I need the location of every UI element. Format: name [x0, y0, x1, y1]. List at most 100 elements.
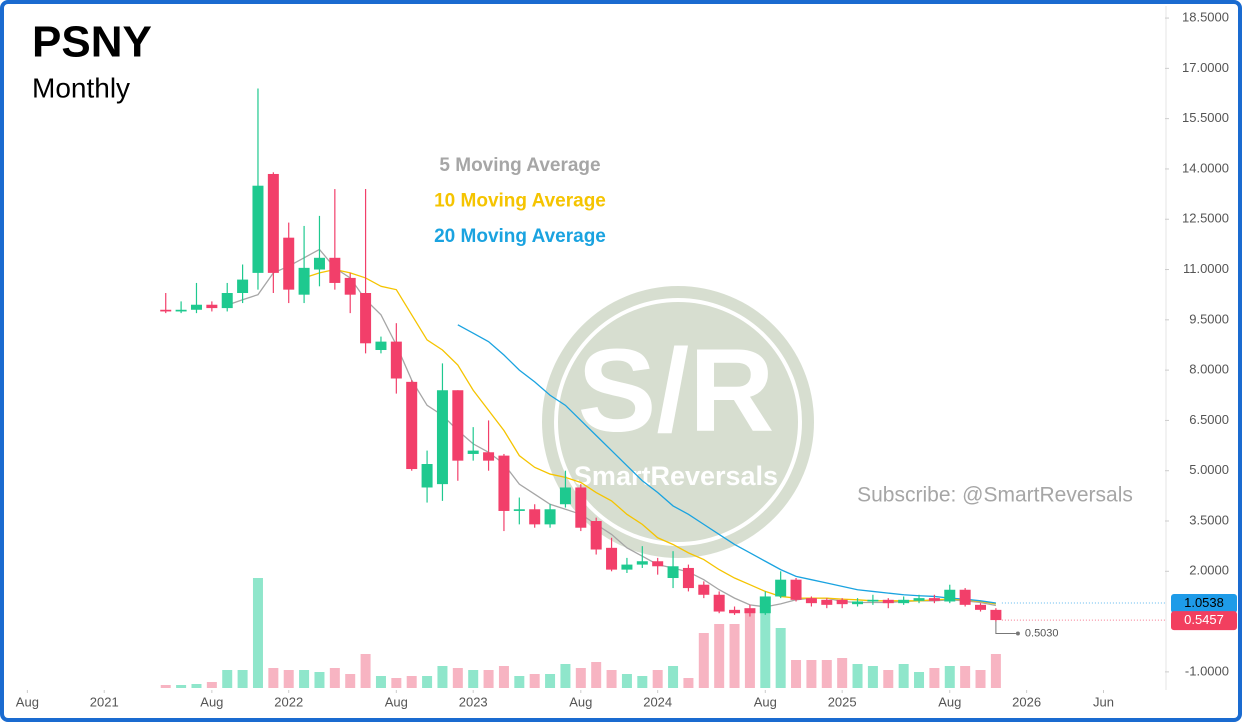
low-marker-line	[995, 621, 1016, 634]
candle-body	[498, 455, 510, 511]
x-tick-label: 2023	[459, 694, 488, 709]
volume-bar	[545, 674, 556, 688]
volume-bar	[744, 610, 755, 688]
candle-body	[190, 304, 202, 310]
candle-body	[652, 561, 664, 567]
candle-body	[944, 589, 956, 602]
candle-body	[975, 604, 987, 610]
x-tick-label: Aug	[385, 694, 408, 709]
volume-bar	[591, 662, 602, 688]
volume-bar	[791, 660, 802, 688]
y-tick-label: 14.0000	[1182, 160, 1229, 175]
x-tick-label: 2021	[90, 694, 119, 709]
watermark: S/R SmartReversals	[542, 286, 814, 558]
volume-bar	[314, 672, 325, 688]
y-tick-label: 15.5000	[1182, 110, 1229, 125]
x-tick-label: Aug	[938, 694, 961, 709]
candle-body	[898, 599, 910, 604]
y-tick-label: 3.5000	[1189, 512, 1229, 527]
volume-bar	[883, 670, 894, 688]
volume-bar	[944, 666, 955, 688]
volume-bar	[652, 670, 663, 688]
candle-body	[913, 598, 925, 601]
y-tick-label: 11.0000	[1183, 261, 1229, 276]
watermark-ring	[554, 298, 802, 546]
volume-bar	[529, 674, 540, 688]
candle-body	[729, 609, 741, 614]
volume-bar	[468, 670, 479, 688]
volume-bar	[960, 666, 971, 688]
y-tick-label: 6.5000	[1189, 412, 1229, 427]
watermark-circle	[542, 286, 814, 558]
volume-bar	[683, 678, 694, 688]
x-tick-label: Aug	[16, 694, 39, 709]
candle-body	[636, 561, 648, 565]
low-marker-label: 0.5030	[1025, 627, 1059, 639]
volume-bar	[914, 672, 925, 688]
volume-bar	[990, 654, 1001, 688]
volume-bar	[760, 598, 771, 688]
price-tag-label: 1.0538	[1184, 595, 1224, 610]
price-tag	[1171, 611, 1237, 631]
candle-body	[698, 584, 710, 595]
candle-body	[990, 609, 1002, 621]
y-tick-label: 18.5000	[1182, 9, 1229, 24]
y-tick-label: 12.5000	[1182, 211, 1229, 226]
x-tick-label: Aug	[754, 694, 777, 709]
x-tick-label: 2025	[828, 694, 857, 709]
candle-body	[928, 598, 940, 601]
volume-bar	[560, 664, 571, 688]
volume-bar	[283, 670, 294, 688]
volume-bar	[191, 684, 202, 688]
candle-body	[590, 521, 602, 550]
y-tick-label: 17.0000	[1182, 60, 1229, 75]
candle-body	[621, 564, 633, 570]
volume-bar	[775, 628, 786, 688]
volume-bar	[268, 668, 279, 688]
candle-body	[744, 608, 756, 614]
candle-body	[175, 309, 187, 312]
volume-bar	[668, 666, 679, 688]
volume-bar	[575, 668, 586, 688]
candle-body	[160, 309, 172, 312]
volume-bar	[852, 664, 863, 688]
candle-body	[682, 567, 694, 589]
y-tick-label: 9.5000	[1189, 311, 1229, 326]
candle-body	[759, 596, 771, 614]
volume-bar	[360, 654, 371, 688]
candle-body	[221, 293, 233, 309]
volume-bar	[929, 668, 940, 688]
legend-entry: 10 Moving Average	[434, 191, 606, 212]
candle-body	[513, 509, 525, 511]
volume-bar	[375, 676, 386, 688]
x-tick-label: Aug	[569, 694, 592, 709]
volume-bar	[698, 633, 709, 688]
chart-title: PSNY	[32, 18, 152, 67]
candle-body	[575, 487, 587, 528]
volume-bar	[176, 685, 187, 688]
candle-body	[267, 173, 279, 273]
volume-bar	[252, 578, 263, 688]
chart-subtitle: Monthly	[32, 72, 130, 103]
candle-body	[606, 547, 618, 570]
candle-body	[421, 464, 433, 488]
x-tick-label: Jun	[1093, 694, 1114, 709]
volume-bar	[821, 660, 832, 688]
volume-bar	[345, 674, 356, 688]
y-tick-label: -1.0000	[1185, 663, 1229, 678]
watermark-name: SmartReversals	[574, 461, 778, 491]
candle-body	[390, 341, 402, 379]
volume-bar	[806, 660, 817, 688]
y-tick-label: 2.0000	[1189, 563, 1229, 578]
candle-body	[959, 589, 971, 605]
candle-body	[821, 599, 833, 605]
candle-body	[313, 257, 325, 270]
candle-body	[775, 579, 787, 597]
legend-entry: 20 Moving Average	[434, 226, 606, 247]
volume-bar	[498, 666, 509, 688]
candle-body	[790, 579, 802, 600]
volume-bar	[606, 670, 617, 688]
annotation: Subscribe: @SmartReversals	[857, 484, 1133, 507]
volume-bar	[391, 678, 402, 688]
